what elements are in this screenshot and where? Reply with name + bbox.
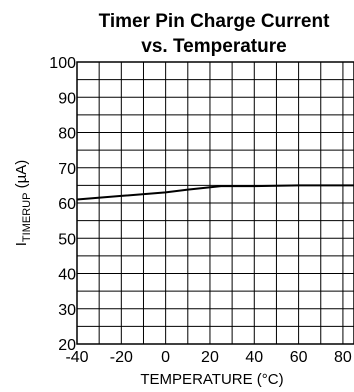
- y-tick-label: 100: [49, 55, 76, 72]
- grid: [77, 62, 354, 344]
- y-tick-label: 90: [58, 90, 76, 107]
- plot-frame: [76, 61, 354, 345]
- y-axis-label-unit: (µA): [13, 160, 30, 193]
- y-tick-label: 60: [58, 196, 76, 213]
- series-layer: [76, 184, 354, 201]
- y-axis-label-main: I: [13, 242, 30, 246]
- x-tick-label: -20: [110, 349, 133, 366]
- x-tick-label: -40: [65, 349, 88, 366]
- chart-title-line-1: Timer Pin Charge Current: [99, 11, 331, 32]
- y-axis-label-subscript: TIMERUP: [21, 193, 33, 243]
- x-tick-label: 0: [161, 349, 170, 366]
- x-tick-label: 20: [201, 349, 219, 366]
- x-tick-label: 80: [334, 349, 352, 366]
- x-axis-label: TEMPERATURE (°C): [140, 371, 283, 388]
- x-tick-label: 40: [245, 349, 263, 366]
- y-tick-label: 40: [58, 267, 76, 284]
- y-tick-label: 70: [58, 161, 76, 178]
- series-line: [76, 184, 354, 201]
- y-tick-label: 30: [58, 302, 76, 319]
- y-tick-label: 20: [58, 337, 76, 354]
- x-tick-label: 60: [290, 349, 308, 366]
- y-tick-label: 50: [58, 231, 76, 248]
- chart-title-line-2: vs. Temperature: [141, 36, 286, 57]
- y-axis-label: ITIMERUP (µA): [13, 160, 33, 246]
- y-tick-label: 80: [58, 126, 76, 143]
- tick-labels: -40 -20 0 20 40 60 80 20 30 40 50 60 70 80 90 100: [49, 55, 352, 366]
